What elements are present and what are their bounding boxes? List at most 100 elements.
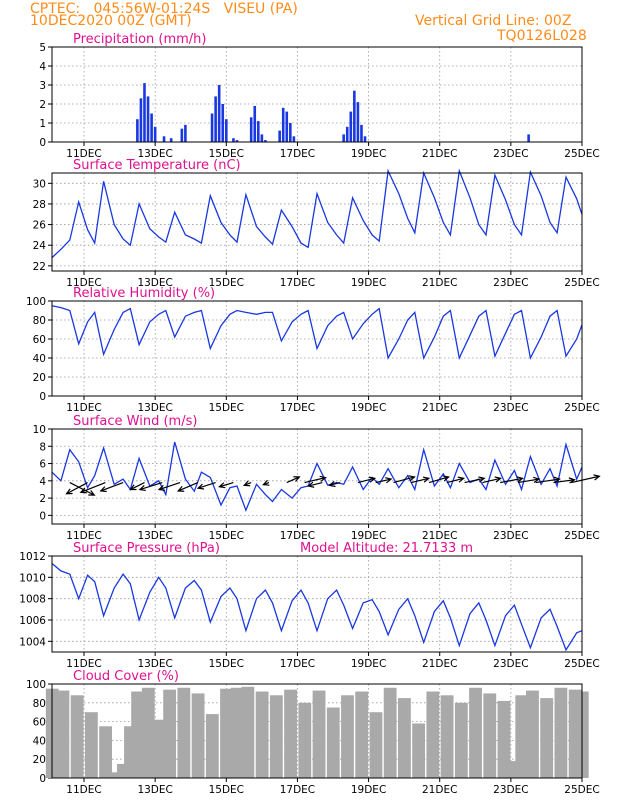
wind-ytick-label: 4 <box>39 476 46 488</box>
wind-arrow <box>79 481 106 494</box>
wind-arrow <box>138 481 163 492</box>
precip-bar <box>143 83 146 142</box>
pressure-series-line <box>51 563 583 652</box>
precip-bar <box>281 107 285 142</box>
wind-arrow-head <box>457 476 465 483</box>
wind-arrow-shaft <box>130 482 145 491</box>
wind-arrow <box>218 481 234 489</box>
precip-bar <box>289 123 292 142</box>
cloud-xtick-label: 17DEC <box>280 784 315 796</box>
precip-bar <box>136 119 139 142</box>
precip-title: Precipitation (mm/h) <box>73 32 206 47</box>
temp-ytick-label: 22 <box>33 261 46 273</box>
rh-xtick-label: 19DEC <box>351 402 386 414</box>
wind-arrow <box>357 476 377 484</box>
wind-arrow-shaft <box>500 477 523 484</box>
wind-arrow <box>157 481 181 491</box>
wind-arrow <box>464 476 486 484</box>
wind-arrow-shaft <box>482 477 501 484</box>
wind-arrow-head <box>242 480 251 487</box>
wind-arrow-shaft <box>308 481 323 487</box>
wind-arrow-shaft <box>553 479 575 484</box>
pressure-xtick-label: 11DEC <box>66 658 101 670</box>
wind-arrow-shaft <box>464 477 485 484</box>
wind-arrow <box>242 480 252 487</box>
wind-arrow-shaft <box>357 477 375 484</box>
wind-arrow <box>286 476 301 484</box>
cloud-ytick-label: 0 <box>39 773 46 785</box>
wind-arrow-shaft <box>535 478 560 484</box>
precip-bar <box>162 136 166 142</box>
wind-arrow <box>535 476 561 484</box>
cloud-bar <box>341 695 354 778</box>
wind-arrow-head <box>65 488 73 495</box>
precip-bar <box>146 96 150 142</box>
wind-arrow <box>99 481 124 493</box>
pressure-xtick-label: 13DEC <box>137 658 172 670</box>
precip-bar <box>264 140 267 142</box>
cloud-bar <box>454 702 468 778</box>
wind-ytick-label: 10 <box>33 424 46 436</box>
wind-arrow-head <box>408 475 416 482</box>
wind-arrow-head <box>442 475 450 482</box>
wind-arrow-head <box>533 476 541 483</box>
precip-xtick-label: 15DEC <box>209 148 244 160</box>
cloud-ytick-label: 80 <box>33 698 46 710</box>
wind-arrow-shaft <box>393 476 415 484</box>
wind-panel: 0 2 4 6 8 10 11DEC 13DEC 15DEC 17DEC 19DEC 21DEC 23D… <box>33 414 601 542</box>
wind-arrow-shaft <box>286 476 300 484</box>
wind-arrow <box>196 481 216 490</box>
wind-arrow-shaft <box>304 477 326 484</box>
precip-ytick-label: 5 <box>39 42 46 54</box>
cloud-bar <box>515 695 529 778</box>
wind-arrow-head <box>79 487 87 494</box>
cloud-bar <box>141 687 155 778</box>
temp-xtick-label: 21DEC <box>422 277 457 289</box>
wind-arrow <box>375 477 393 484</box>
precip-bar <box>342 134 345 142</box>
rh-xtick-label: 13DEC <box>137 402 172 414</box>
wind-arrow-head <box>422 476 431 483</box>
cloud-bar <box>526 690 539 778</box>
wind-ytick-label: 6 <box>39 459 46 471</box>
precip-bar <box>232 138 235 142</box>
cloud-bar <box>205 714 219 778</box>
wind-series-line <box>51 441 583 512</box>
header-grid-line: Vertical Grid Line: 00Z <box>415 13 572 29</box>
wind-arrow <box>428 475 450 484</box>
wind-xtick-label: 13DEC <box>137 530 172 542</box>
wind-xtick-label: 25DEC <box>564 530 599 542</box>
precip-bar <box>210 113 214 142</box>
pressure-xtick-label: 19DEC <box>351 658 386 670</box>
wind-arrow <box>304 475 327 484</box>
cloud-bar <box>497 700 511 778</box>
wind-arrow-head <box>478 476 486 483</box>
rh-ytick-label: 0 <box>39 391 46 403</box>
cloud-xtick-label: 13DEC <box>137 784 172 796</box>
temp-xtick-label: 15DEC <box>209 277 244 289</box>
pressure-ytick-label: 1008 <box>19 594 46 606</box>
wind-arrow-shaft <box>69 482 95 496</box>
wind-arrow <box>65 482 88 495</box>
wind-arrow-shaft <box>178 481 199 492</box>
wind-arrow-head <box>293 476 301 482</box>
wind-arrow-head <box>516 476 524 483</box>
wind-arrow <box>306 481 323 488</box>
wind-arrow <box>393 475 416 484</box>
rh-frame <box>51 300 583 397</box>
rh-series-line <box>51 305 583 361</box>
precip-bar <box>214 96 217 142</box>
temp-series-line <box>51 168 583 259</box>
precip-bar <box>363 136 367 142</box>
cloud-bar <box>70 695 84 778</box>
wind-arrow <box>328 480 341 488</box>
header-location: CPTEC: 045:56W-01:24S VISEU (PA) <box>30 1 298 17</box>
cloud-bar <box>191 693 205 778</box>
rh-xtick-label: 21DEC <box>422 402 457 414</box>
cloud-bar <box>483 693 497 778</box>
cloud-ytick-label: 40 <box>33 735 46 747</box>
wind-arrow-shaft <box>219 481 234 488</box>
cloud-bar <box>284 689 297 778</box>
precip-bar <box>139 98 143 142</box>
wind-arrow <box>176 481 199 492</box>
